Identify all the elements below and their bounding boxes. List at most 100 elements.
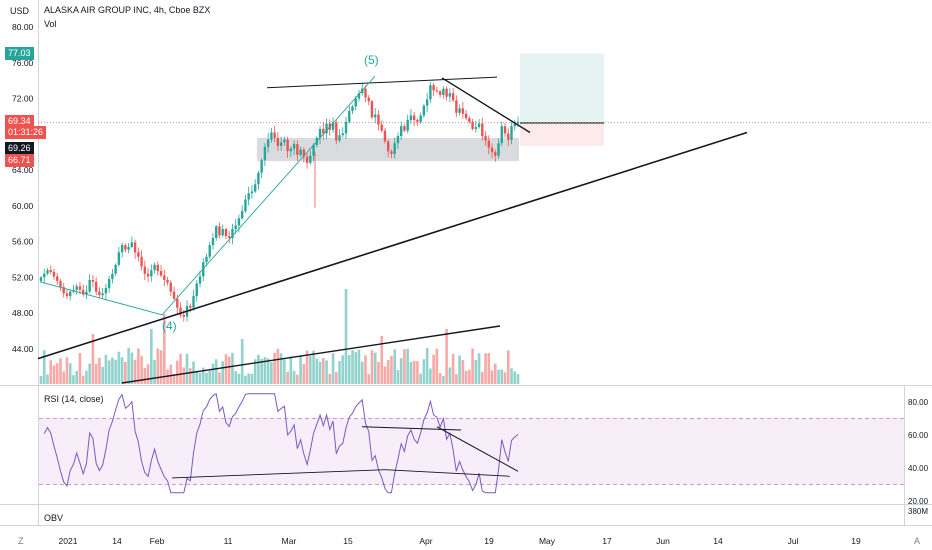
- candle-body: [305, 156, 309, 163]
- symbol-title[interactable]: ALASKA AIR GROUP INC, 4h, Cboe BZX: [44, 5, 211, 15]
- volume-bar: [318, 361, 322, 384]
- volume-bar: [169, 364, 173, 384]
- candle-body: [364, 88, 367, 98]
- candle-body: [351, 106, 354, 112]
- volume-bar: [399, 358, 403, 384]
- volume-bar: [347, 354, 351, 384]
- volume-bar: [273, 352, 276, 384]
- price-axis-tick: 56.00: [12, 237, 34, 247]
- price-axis-tick: 48.00: [12, 308, 34, 318]
- obv-value: 380M: [908, 507, 929, 516]
- candle-body: [438, 91, 442, 95]
- candle-body: [357, 93, 361, 99]
- volume-bar: [117, 351, 121, 384]
- candle-body: [114, 264, 117, 274]
- candle-body: [331, 122, 335, 130]
- candle-body: [65, 293, 69, 297]
- volume-bar: [98, 357, 101, 384]
- rsi-upper-divergence: [361, 426, 462, 431]
- timezone-icon[interactable]: Z: [18, 536, 24, 546]
- volume-bar: [250, 373, 254, 384]
- volume-bar: [305, 350, 309, 384]
- volume-bar: [312, 350, 315, 384]
- candle-body: [335, 122, 338, 141]
- rsi-line: [43, 393, 519, 494]
- volume-bar: [351, 350, 354, 384]
- volume-bar: [315, 358, 319, 384]
- volume-bar: [497, 369, 500, 384]
- volume-bar: [474, 360, 478, 384]
- candle-body: [198, 276, 202, 284]
- candle-body: [419, 115, 422, 122]
- candle-body: [215, 226, 218, 238]
- volume-bar: [276, 348, 280, 384]
- candle-body: [510, 126, 513, 140]
- volume-bar: [468, 369, 471, 384]
- candle-body: [399, 126, 403, 137]
- volume-bar: [133, 359, 137, 384]
- obv-label[interactable]: OBV: [44, 513, 64, 523]
- candle-body: [497, 143, 500, 156]
- time-axis-label: Apr: [419, 536, 432, 546]
- candle-body: [451, 93, 455, 101]
- candle-body: [322, 128, 325, 134]
- volume-bar: [442, 375, 445, 384]
- volume-bar: [328, 373, 332, 384]
- volume-bar: [416, 361, 419, 384]
- candle-body: [257, 172, 260, 185]
- candle-body: [432, 85, 435, 91]
- volume-bar: [438, 373, 442, 384]
- volume-bar: [500, 369, 504, 384]
- volume-bar: [419, 373, 422, 384]
- candle-body: [189, 305, 192, 308]
- candle-body: [85, 291, 88, 295]
- volume-bar: [201, 367, 205, 384]
- candle-body: [75, 286, 78, 290]
- candle-body: [172, 291, 176, 299]
- time-axis-label: 19: [484, 536, 494, 546]
- volume-bar: [390, 355, 393, 384]
- time-axis-label: Jun: [656, 536, 670, 546]
- volume-bar: [227, 356, 231, 384]
- candle-body: [91, 280, 95, 282]
- candle-body: [377, 114, 380, 125]
- candle-body: [412, 115, 416, 120]
- candle-body: [487, 140, 490, 148]
- volume-bar: [373, 352, 377, 384]
- volume-bar: [137, 348, 140, 384]
- candle-body: [283, 139, 286, 143]
- candle-body: [228, 236, 231, 238]
- candle-body: [221, 229, 224, 236]
- candle-body: [513, 123, 516, 127]
- volume-bar: [429, 368, 432, 384]
- volume-bar: [338, 361, 341, 384]
- rsi-divergence-trend: [436, 426, 519, 472]
- candle-body: [500, 126, 503, 144]
- volume-bar: [477, 353, 481, 384]
- candle-body: [182, 314, 185, 317]
- candle-body: [279, 142, 283, 146]
- rsi-axis-tick: 80.00: [908, 398, 929, 407]
- candle-body: [292, 144, 296, 149]
- volume-bar: [150, 329, 153, 384]
- volume-bar: [140, 355, 143, 384]
- rsi-label[interactable]: RSI (14, close): [44, 394, 104, 404]
- candle-body: [46, 270, 49, 274]
- candle-body: [325, 123, 328, 134]
- candle-body: [458, 108, 461, 113]
- volume-bar: [448, 367, 452, 384]
- volume-bar: [406, 348, 409, 384]
- auto-scale-icon[interactable]: A: [914, 536, 921, 546]
- candle-body: [367, 97, 370, 102]
- volume-bar: [510, 368, 513, 384]
- candle-body: [159, 271, 163, 276]
- volume-bar: [221, 361, 225, 384]
- volume-bar: [42, 350, 46, 384]
- wave-5-label: (5): [364, 53, 379, 67]
- candle-body: [52, 271, 56, 277]
- time-axis-label: Jul: [788, 536, 799, 546]
- volume-bar: [296, 374, 299, 384]
- candle-body: [348, 111, 351, 122]
- volume-bar: [380, 336, 384, 384]
